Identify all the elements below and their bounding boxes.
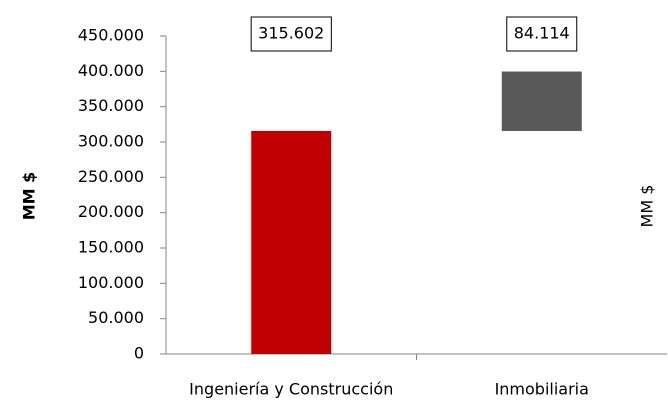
value-label-box — [506, 16, 578, 52]
y-tick-label: 200.000 — [78, 202, 144, 221]
value-label: 315.602 — [258, 24, 324, 43]
value-label: 84.114 — [514, 24, 570, 43]
y-tick-label: 100.000 — [78, 273, 144, 292]
y-tick-label: 50.000 — [88, 308, 144, 327]
value-label-box — [250, 16, 332, 52]
x-tick-label: Inmobiliaria — [495, 380, 589, 399]
y2-axis-label: MM $ — [638, 185, 657, 228]
x-tick-label: Ingeniería y Construcción — [189, 380, 393, 399]
y-tick-label: 400.000 — [78, 61, 144, 80]
y-tick-label: 250.000 — [78, 167, 144, 186]
y-tick-label: 350.000 — [78, 96, 144, 115]
y-tick-label: 450.000 — [78, 26, 144, 45]
y-tick-label: 300.000 — [78, 132, 144, 151]
y-axis-label: MM $ — [20, 172, 39, 221]
bar — [501, 71, 582, 131]
y-tick-label: 0 — [134, 344, 144, 363]
bar — [251, 130, 332, 354]
y-tick-label: 150.000 — [78, 238, 144, 257]
